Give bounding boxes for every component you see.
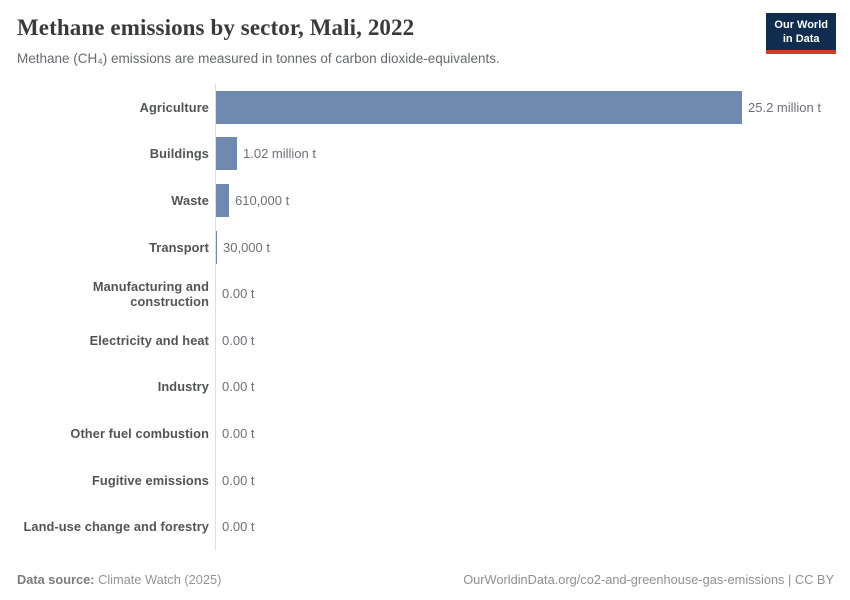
chart-title: Methane emissions by sector, Mali, 2022 bbox=[17, 15, 415, 40]
owid-logo-line1: Our World bbox=[774, 19, 828, 31]
data-source: Data source: Climate Watch (2025) bbox=[17, 572, 221, 587]
bar-track: 0.00 t bbox=[215, 503, 834, 550]
bar-track: 0.00 t bbox=[215, 456, 834, 504]
value-label: 0.00 t bbox=[222, 379, 255, 395]
bar-track: 0.00 t bbox=[215, 363, 834, 411]
attribution-url: OurWorldinData.org/co2-and-greenhouse-ga… bbox=[463, 572, 834, 587]
value-label: 0.00 t bbox=[222, 286, 255, 302]
value-label: 0.00 t bbox=[222, 332, 255, 348]
bar-track: 0.00 t bbox=[215, 316, 834, 364]
value-label: 0.00 t bbox=[222, 472, 255, 488]
bar-agriculture[interactable] bbox=[216, 90, 742, 124]
chart-subtitle: Methane (CH₄) emissions are measured in … bbox=[17, 51, 500, 66]
chart-footer: Data source: Climate Watch (2025) OurWor… bbox=[17, 572, 834, 587]
data-source-value: Climate Watch (2025) bbox=[98, 572, 222, 587]
chart-row: Land-use change and forestry 0.00 t bbox=[17, 503, 834, 550]
category-label: Agriculture bbox=[139, 99, 209, 115]
value-label: 0.00 t bbox=[222, 425, 255, 441]
bar-waste[interactable] bbox=[216, 183, 229, 217]
category-label: Industry bbox=[157, 379, 209, 395]
chart-row: Other fuel combustion 0.00 t bbox=[17, 410, 834, 457]
category-label: Other fuel combustion bbox=[70, 425, 209, 441]
chart-row: Electricity and heat 0.00 t bbox=[17, 316, 834, 364]
chart-header: Methane emissions by sector, Mali, 2022 … bbox=[0, 0, 850, 67]
chart-row: Waste 610,000 t bbox=[17, 177, 834, 224]
value-label: 0.00 t bbox=[222, 519, 255, 535]
chart-row: Buildings 1.02 million t bbox=[17, 130, 834, 178]
chart-row: Industry 0.00 t bbox=[17, 363, 834, 411]
chart-row: Fugitive emissions 0.00 t bbox=[17, 456, 834, 504]
bar-track: 0.00 t bbox=[215, 270, 834, 317]
category-label: Manufacturing and construction bbox=[92, 278, 209, 309]
value-label: 1.02 million t bbox=[243, 146, 316, 162]
bar-chart: Agriculture 25.2 million t Buildings 1.02 m… bbox=[17, 84, 834, 550]
category-label: Fugitive emissions bbox=[91, 472, 209, 488]
chart-row: Manufacturing and construction 0.00 t bbox=[17, 270, 834, 317]
bar-track: 1.02 million t bbox=[215, 130, 834, 178]
header-text: Methane emissions by sector, Mali, 2022 … bbox=[17, 13, 500, 67]
chart-row: Agriculture 25.2 million t bbox=[17, 84, 834, 131]
owid-logo-line2: in Data bbox=[782, 32, 820, 45]
owid-logo: Our World in Data bbox=[766, 13, 836, 54]
category-label: Waste bbox=[171, 192, 209, 208]
bar-track: 30,000 t bbox=[215, 223, 834, 271]
bar-transport[interactable] bbox=[216, 230, 217, 264]
value-label: 610,000 t bbox=[235, 192, 290, 208]
bar-track: 0.00 t bbox=[215, 410, 834, 457]
bar-track: 25.2 million t bbox=[215, 84, 834, 131]
category-label: Electricity and heat bbox=[89, 332, 209, 348]
value-label: 30,000 t bbox=[223, 239, 270, 255]
chart-row: Transport 30,000 t bbox=[17, 223, 834, 271]
bar-buildings[interactable] bbox=[216, 137, 237, 171]
bar-track: 610,000 t bbox=[215, 177, 834, 224]
value-label: 25.2 million t bbox=[748, 99, 821, 115]
category-label: Transport bbox=[149, 239, 209, 255]
category-label: Buildings bbox=[149, 146, 209, 162]
data-source-label: Data source: bbox=[17, 572, 95, 587]
category-label: Land-use change and forestry bbox=[23, 519, 209, 535]
